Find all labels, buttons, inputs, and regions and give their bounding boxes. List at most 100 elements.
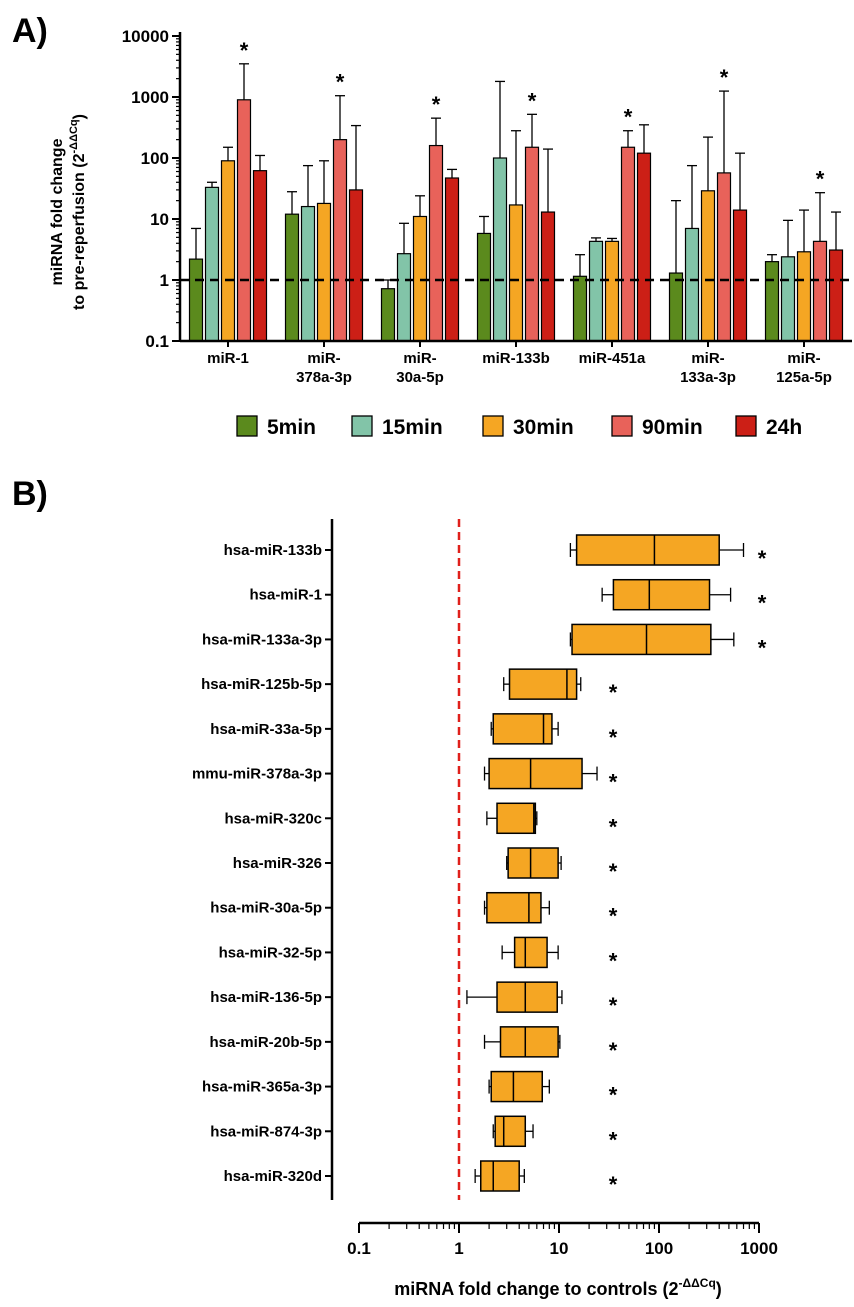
significance-marker: * xyxy=(816,167,825,192)
significance-marker: * xyxy=(609,904,618,929)
bar xyxy=(700,190,716,342)
panel-a-y-axis-label: miRNA fold change to pre-reperfusion (2-… xyxy=(49,114,88,310)
significance-marker: * xyxy=(336,70,345,95)
bar xyxy=(348,189,364,342)
significance-marker: * xyxy=(609,859,618,884)
bar xyxy=(380,288,396,342)
bar xyxy=(332,139,348,342)
bar xyxy=(444,177,460,342)
significance-marker: * xyxy=(758,591,767,616)
row-label: hsa-miR-136-5p xyxy=(210,989,322,1006)
y-tick-label: 1 xyxy=(160,271,169,290)
bar xyxy=(716,172,732,342)
significance-marker: * xyxy=(609,725,618,750)
bar xyxy=(300,205,316,342)
bar xyxy=(572,275,588,342)
significance-marker: * xyxy=(609,1083,618,1108)
panel-a-bar-chart: A) miRNA fold change to pre-reperfusion … xyxy=(12,12,852,439)
category-label: miR-1 xyxy=(207,350,249,367)
x-tick-label: 1 xyxy=(454,1239,463,1258)
significance-marker: * xyxy=(758,635,767,660)
x-tick-label: 100 xyxy=(645,1239,673,1258)
bar xyxy=(492,157,508,342)
bar xyxy=(412,215,428,342)
box xyxy=(507,847,559,879)
bar xyxy=(780,256,796,342)
bar xyxy=(284,213,300,342)
row-label: mmu-miR-378a-3p xyxy=(192,766,322,783)
y-tick-label: 10 xyxy=(150,210,169,229)
category-label: 125a-5p xyxy=(776,369,832,386)
category-label: 378a-3p xyxy=(296,369,352,386)
x-tick-label: 0.1 xyxy=(347,1239,371,1258)
legend-label: 15min xyxy=(382,416,443,439)
row-label: hsa-miR-30a-5p xyxy=(210,900,322,917)
legend-label: 5min xyxy=(267,416,316,439)
panel-b-axes: 0.1 1 10 100 1000 xyxy=(330,519,778,1258)
bar xyxy=(316,202,332,342)
bar xyxy=(220,160,236,342)
category-label: 133a-3p xyxy=(680,369,736,386)
box xyxy=(486,891,542,924)
y-tick-label: 0.1 xyxy=(145,332,169,351)
row-label: hsa-miR-365a-3p xyxy=(202,1079,322,1096)
panel-b-box-plot: B) hsa-miR-133b * hsa-miR-1 * hsa-miR-133a-3… xyxy=(12,475,778,1299)
y-axis-label-line2: to pre-reperfusion (2-ΔΔCq) xyxy=(68,114,88,310)
significance-marker: * xyxy=(609,680,618,705)
y-axis-label-line1: miRNA fold change xyxy=(49,138,66,285)
bar xyxy=(428,144,444,342)
legend-swatch xyxy=(611,415,633,437)
bar xyxy=(508,204,524,342)
bar xyxy=(764,261,780,342)
box xyxy=(499,1026,559,1058)
y-tick-label: 100 xyxy=(141,149,169,168)
bar xyxy=(604,240,620,342)
significance-marker: * xyxy=(609,1127,618,1152)
legend-label: 30min xyxy=(513,416,574,439)
panel-b-rows: hsa-miR-133b * hsa-miR-1 * hsa-miR-133a-3p * h… xyxy=(192,534,767,1197)
box xyxy=(488,757,583,790)
significance-marker: * xyxy=(240,38,249,63)
bar xyxy=(236,99,252,342)
panel-a-bars: * * * * * * * xyxy=(188,38,844,342)
box xyxy=(496,981,558,1013)
box xyxy=(494,1115,527,1148)
significance-marker: * xyxy=(609,770,618,795)
box xyxy=(479,1160,520,1192)
bar xyxy=(684,227,700,342)
row-label: hsa-miR-326 xyxy=(233,855,322,872)
box xyxy=(508,668,578,700)
category-label: miR- xyxy=(403,350,436,367)
box xyxy=(575,534,720,566)
bar xyxy=(252,170,268,342)
x-tick-label: 1000 xyxy=(740,1239,778,1258)
row-label: hsa-miR-874-3p xyxy=(210,1123,322,1140)
row-label: hsa-miR-33a-5p xyxy=(210,721,322,738)
bar xyxy=(540,211,556,342)
significance-marker: * xyxy=(758,546,767,571)
y-tick-label: 10000 xyxy=(122,27,169,46)
panel-a-label: A) xyxy=(12,12,48,50)
row-label: hsa-miR-133a-3p xyxy=(202,631,322,648)
row-label: hsa-miR-133b xyxy=(224,542,322,559)
row-label: hsa-miR-32-5p xyxy=(219,944,322,961)
bar xyxy=(668,272,684,342)
category-label: miR- xyxy=(787,350,820,367)
category-label: miR- xyxy=(307,350,340,367)
row-label: hsa-miR-20b-5p xyxy=(209,1034,322,1051)
bar xyxy=(620,146,636,342)
row-label: hsa-miR-320d xyxy=(224,1168,322,1185)
panel-a-category-labels: miR-1 miR- 378a-3p miR- 30a-5p miR-133b miR-45… xyxy=(207,350,832,386)
box xyxy=(571,623,712,656)
x-tick-label: 10 xyxy=(550,1239,569,1258)
category-label: 30a-5p xyxy=(396,369,444,386)
bar xyxy=(828,249,844,342)
bar xyxy=(588,240,604,342)
legend-swatch xyxy=(482,415,504,437)
bar xyxy=(524,146,540,342)
panel-b-x-axis-label: miRNA fold change to controls (2-ΔΔCq) xyxy=(394,1276,722,1299)
legend-swatch xyxy=(351,415,373,437)
category-label: miR- xyxy=(691,350,724,367)
bar xyxy=(636,152,652,342)
